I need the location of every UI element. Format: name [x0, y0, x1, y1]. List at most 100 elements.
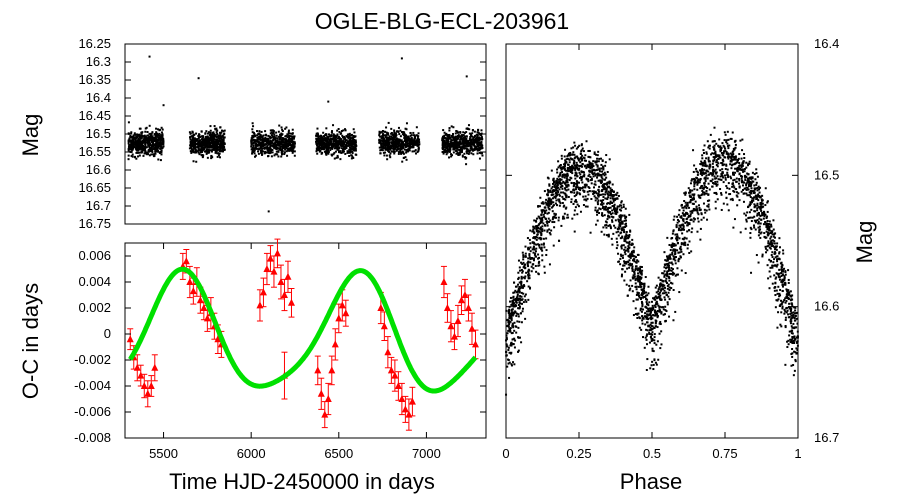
lc-point [141, 135, 144, 138]
lc-point [156, 144, 159, 147]
lc-ytick-label: 16.25 [78, 36, 111, 51]
phase-point [740, 157, 743, 160]
phase-point [563, 167, 566, 170]
phase-point [713, 140, 716, 143]
lc-point [132, 135, 135, 138]
oc-point [384, 348, 392, 356]
phase-point [605, 226, 608, 229]
lc-point [340, 147, 343, 150]
lc-point [400, 139, 403, 142]
lc-point [346, 151, 349, 154]
phase-point [706, 205, 709, 208]
lc-point [212, 136, 215, 139]
lc-point [387, 121, 390, 124]
lc-point [345, 147, 348, 150]
phase-point [605, 187, 608, 190]
lc-point [283, 143, 286, 146]
lc-point [412, 141, 415, 144]
lc-point [150, 144, 153, 147]
phase-point [668, 279, 671, 282]
phase-point [732, 153, 735, 156]
lc-point [321, 143, 324, 146]
phase-point [645, 328, 648, 331]
lc-point [267, 137, 270, 140]
lc-point [323, 138, 326, 141]
oc-xtick-label: 6500 [324, 446, 353, 461]
oc-point [200, 304, 208, 311]
phase-point [794, 360, 797, 363]
phase-point [715, 164, 718, 167]
lc-point [293, 150, 296, 153]
phase-point [603, 233, 606, 236]
lc-point [141, 141, 144, 144]
oc-point [203, 314, 211, 322]
phase-point [729, 198, 732, 201]
lc-point [158, 152, 161, 155]
phase-point [624, 246, 627, 249]
lc-point [282, 145, 285, 148]
lc-point [337, 142, 340, 145]
oc-point [471, 340, 479, 348]
phase-point [552, 193, 555, 196]
phase-point [616, 191, 619, 194]
phase-point [790, 364, 793, 367]
oc-point [144, 389, 152, 397]
lc-point [258, 138, 261, 141]
phase-point [776, 242, 779, 245]
lc-point [149, 138, 152, 141]
lc-point [281, 130, 284, 133]
lc-point [388, 141, 391, 144]
lc-point [253, 152, 256, 155]
phase-point [730, 177, 733, 180]
lc-point [266, 145, 269, 148]
lc-point [132, 146, 135, 149]
lc-point [256, 134, 259, 137]
phase-point [772, 219, 775, 222]
lc-point [286, 147, 289, 150]
phase-point [551, 210, 554, 213]
phase-point [607, 235, 610, 238]
lc-point [280, 126, 283, 129]
phase-point [518, 291, 521, 294]
lc-point [153, 136, 156, 139]
phase-point [573, 213, 576, 216]
lc-point [159, 144, 162, 147]
lc-point [257, 148, 260, 151]
lc-point [283, 153, 286, 156]
phase-point [796, 322, 799, 325]
lc-point [461, 155, 464, 158]
phase-point [761, 194, 764, 197]
lc-point [381, 129, 384, 132]
lc-point [161, 139, 164, 142]
lc-point [291, 135, 294, 138]
lc-point [320, 145, 323, 148]
phase-point [704, 178, 707, 181]
lc-point [458, 143, 461, 146]
phase-point [597, 199, 600, 202]
phase-point [695, 176, 698, 179]
lc-point [386, 142, 389, 145]
lc-point [278, 138, 281, 141]
phase-point [690, 199, 693, 202]
lc-point [449, 136, 452, 139]
lc-point [252, 131, 255, 134]
phase-point [724, 147, 727, 150]
phase-point [725, 185, 728, 188]
lc-point [129, 139, 132, 142]
lc-point [386, 158, 389, 161]
phase-point [551, 218, 554, 221]
lc-point [349, 148, 352, 151]
phase-point [556, 181, 559, 184]
lc-point [157, 134, 160, 137]
lc-point [418, 143, 421, 146]
lc-point [445, 150, 448, 153]
phase-point [604, 161, 607, 164]
phase-point [564, 187, 567, 190]
lc-point [150, 138, 153, 141]
lc-point [416, 135, 419, 138]
lc-point [452, 148, 455, 151]
phase-point [638, 267, 641, 270]
phase-point [617, 218, 620, 221]
lc-point [342, 148, 345, 151]
lc-point [159, 141, 162, 144]
